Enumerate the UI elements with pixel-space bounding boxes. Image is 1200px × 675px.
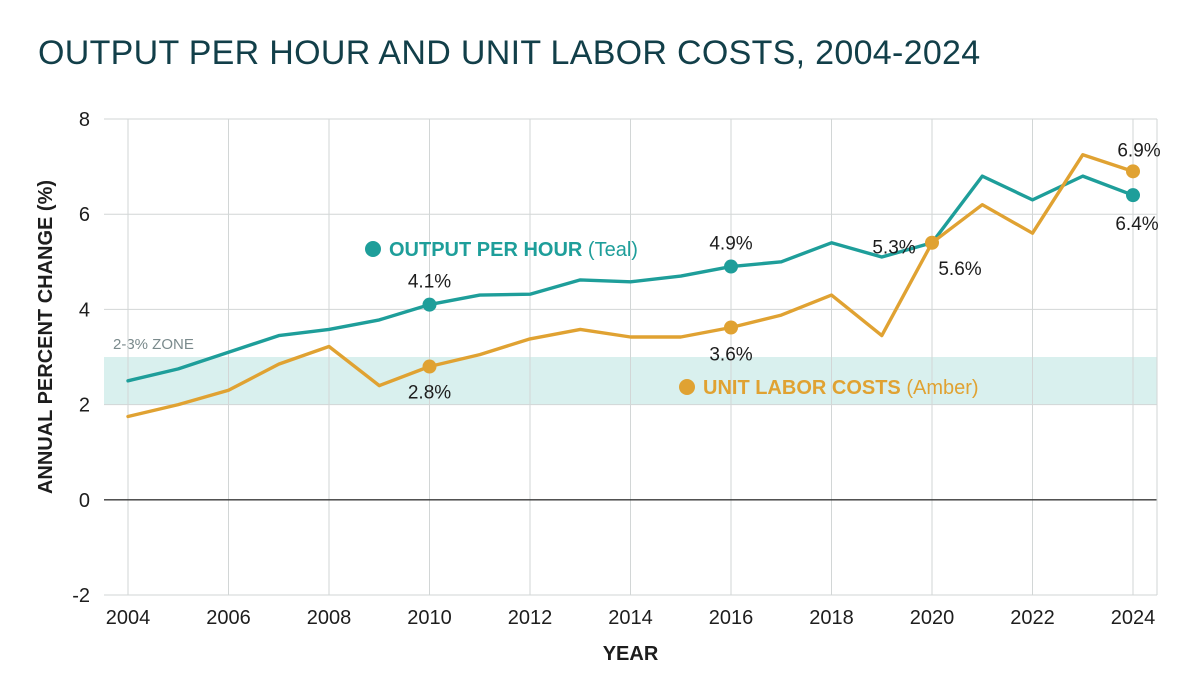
legend-series-name: UNIT LABOR COSTS bbox=[703, 377, 906, 399]
data-point-marker bbox=[422, 297, 437, 312]
data-point-marker bbox=[724, 259, 738, 274]
legend-series-name: OUTPUT PER HOUR bbox=[389, 239, 588, 261]
y-tick-label: 6 bbox=[79, 204, 90, 226]
series-line-1 bbox=[126, 152, 1135, 419]
data-point-marker bbox=[925, 235, 939, 250]
data-point-marker bbox=[1126, 164, 1140, 179]
data-label: 3.6% bbox=[709, 344, 752, 365]
legend-series-note: (Teal) bbox=[588, 239, 638, 261]
legend-unit-labor-costs: UNIT LABOR COSTS (Amber) bbox=[703, 377, 979, 399]
target-zone-label: 2-3% ZONE bbox=[113, 336, 194, 353]
y-tick-label: 2 bbox=[79, 395, 90, 417]
data-label: 6.9% bbox=[1117, 140, 1160, 161]
data-point-marker bbox=[1126, 188, 1140, 203]
data-label: 5.6% bbox=[938, 259, 981, 280]
x-tick-label: 2022 bbox=[1010, 607, 1055, 629]
data-point-marker bbox=[422, 359, 437, 374]
y-axis-title: ANNUAL PERCENT CHANGE (%) bbox=[35, 180, 57, 494]
y-tick-label: 4 bbox=[79, 299, 90, 321]
y-tick-label: -2 bbox=[72, 585, 90, 607]
x-tick-label: 2014 bbox=[608, 607, 653, 629]
x-tick-label: 2006 bbox=[206, 607, 251, 629]
y-tick-label: 8 bbox=[79, 109, 90, 131]
x-tick-label: 2016 bbox=[709, 607, 754, 629]
legend-marker bbox=[679, 379, 695, 395]
y-tick-label: 0 bbox=[79, 490, 90, 512]
x-tick-label: 2010 bbox=[407, 607, 452, 629]
x-axis-title: YEAR bbox=[603, 643, 659, 665]
x-tick-label: 2004 bbox=[106, 607, 151, 629]
data-label: 4.1% bbox=[408, 272, 451, 293]
x-tick-label: 2020 bbox=[910, 607, 955, 629]
data-point-marker bbox=[724, 320, 738, 335]
annotation-label: 5.3% bbox=[872, 238, 915, 259]
x-tick-label: 2012 bbox=[508, 607, 553, 629]
x-tick-label: 2018 bbox=[809, 607, 854, 629]
data-label: 4.9% bbox=[709, 234, 752, 255]
legend-series-note: (Amber) bbox=[906, 377, 978, 399]
x-tick-label: 2024 bbox=[1111, 607, 1156, 629]
series-line-0 bbox=[126, 174, 1135, 383]
data-label: 6.4% bbox=[1115, 214, 1158, 235]
data-label: 2.8% bbox=[408, 383, 451, 404]
legend-output-per-hour: OUTPUT PER HOUR (Teal) bbox=[389, 239, 638, 261]
x-tick-label: 2008 bbox=[307, 607, 352, 629]
legend-marker bbox=[365, 241, 381, 257]
chart-title: OUTPUT PER HOUR AND UNIT LABOR COSTS, 20… bbox=[38, 34, 981, 72]
